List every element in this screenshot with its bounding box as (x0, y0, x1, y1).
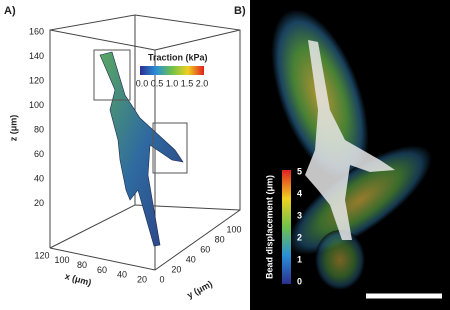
x-tick-label: 80 (77, 260, 87, 270)
colorbar (140, 66, 204, 75)
y-tick-label: 60 (200, 244, 210, 254)
z-tick-label: 120 (29, 75, 44, 85)
x-tick-label: 100 (54, 255, 69, 265)
z-tick-label: 140 (29, 51, 44, 61)
colorbar-tick-label: 0.5 (151, 78, 164, 88)
x-tick-label: 60 (97, 265, 107, 275)
colorbar-title: Bead displacement (μm) (264, 175, 274, 279)
y-tick-label: 100 (226, 224, 241, 234)
z-tick-label: 40 (34, 173, 44, 183)
colorbar-tick-label: 1 (297, 254, 302, 264)
inset-box (93, 49, 131, 101)
z-tick-label: 160 (29, 26, 44, 36)
z-tick-label: 60 (34, 149, 44, 159)
colorbar-tick-label: 4 (297, 188, 302, 198)
axis-box (49, 29, 156, 51)
x-tick-label: 20 (137, 274, 147, 284)
bead-field (315, 230, 365, 290)
y-axis-label: y (μm) (185, 279, 214, 301)
z-axis-label: z (μm) (8, 115, 18, 142)
axis-box (154, 29, 241, 51)
panel-a: A) Traction (kPa) 0.0 0.5 1.0 1.5 2.0 160 140 1… (4, 5, 242, 300)
colorbar-tick-label: 5 (297, 166, 302, 176)
z-tick-label: 20 (34, 198, 44, 208)
panel-b: B) Bead displacement (μm) 0 1 2 3 4 5 (234, 0, 450, 310)
x-tick-label: 40 (117, 270, 127, 280)
x-tick-label: 120 (34, 250, 49, 260)
colorbar-tick-label: 2.0 (196, 78, 209, 88)
colorbar-title: Traction (kPa) (148, 52, 208, 62)
bead-field (288, 145, 432, 255)
panel-label: A) (4, 5, 16, 17)
colorbar-tick-label: 3 (297, 210, 302, 220)
colorbar-tick-label: 1.0 (166, 78, 179, 88)
colorbar (282, 170, 291, 284)
y-tick-label: 0 (159, 274, 164, 284)
z-tick-label: 100 (29, 100, 44, 110)
z-tick-label: 80 (34, 124, 44, 134)
inset-box (152, 122, 188, 174)
colorbar-tick-label: 1.5 (181, 78, 194, 88)
panel-label: B) (234, 5, 246, 17)
y-tick-label: 40 (186, 254, 196, 264)
colorbar-tick-label: 2 (297, 232, 302, 242)
colorbar-tick-label: 0.0 (136, 78, 149, 88)
colorbar-tick-label: 0 (297, 276, 302, 286)
y-tick-label: 80 (215, 234, 225, 244)
cell-render (305, 40, 395, 240)
y-tick-label: 20 (171, 264, 181, 274)
x-axis-label: x (μm) (64, 271, 93, 288)
